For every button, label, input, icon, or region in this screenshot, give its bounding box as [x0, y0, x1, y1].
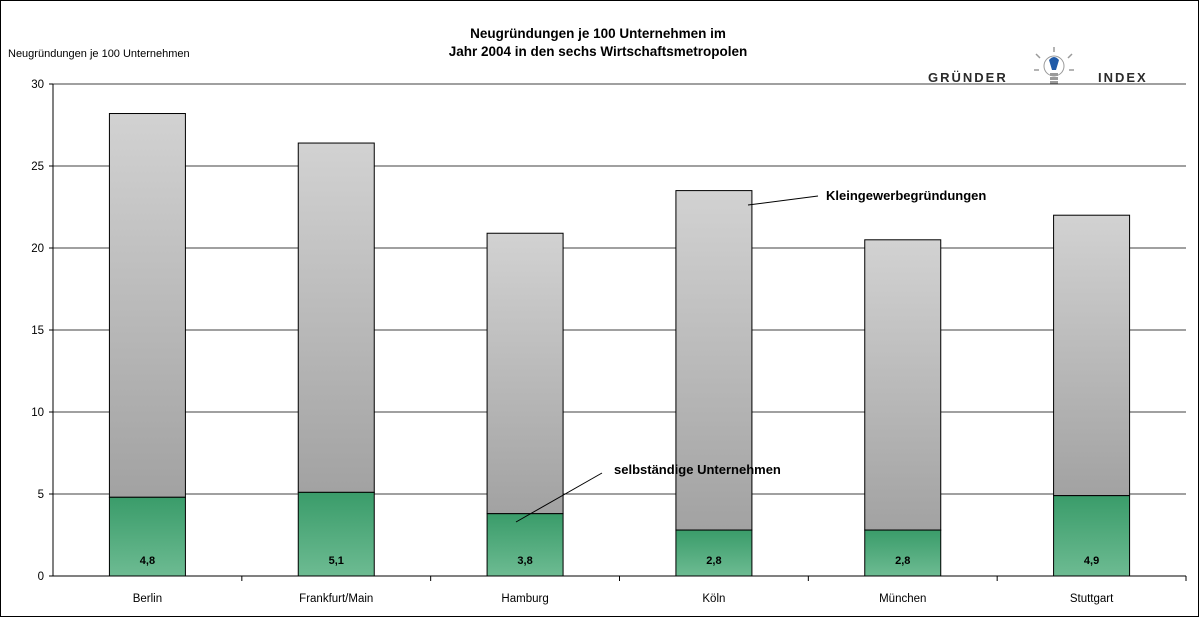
x-category-label: Köln — [702, 593, 725, 605]
bar-selbstaendige — [1053, 495, 1131, 577]
annotation-selbstaendige-leader — [515, 472, 603, 523]
x-category-label: München — [879, 593, 926, 605]
y-axis-ticks: 0 5 10 15 20 25 30 — [31, 79, 53, 583]
x-category-label: Hamburg — [501, 593, 548, 605]
bar-kleingewerbe — [1053, 214, 1131, 497]
bar-selbstaendige — [675, 529, 753, 577]
x-category-label: Berlin — [133, 593, 162, 605]
bar-kleingewerbe — [864, 239, 942, 531]
bar-data-label: 3,8 — [517, 555, 532, 567]
y-tick-label: 20 — [31, 243, 44, 255]
chart-title-line2: Jahr 2004 in den sechs Wirtschaftsmetrop… — [449, 44, 747, 59]
bar-data-label: 4,9 — [1084, 555, 1099, 567]
logo-right-text: INDEX — [1098, 70, 1148, 85]
chart-title-line1: Neugründungen je 100 Unternehmen im — [470, 26, 726, 41]
y-tick-label: 30 — [31, 79, 44, 91]
y-axis-label: Neugründungen je 100 Unternehmen — [8, 48, 190, 60]
y-tick-label: 0 — [38, 571, 44, 583]
x-axis-categories: Berlin Frankfurt/Main Hamburg Köln München St… — [133, 576, 1187, 605]
annotation-kleingewerbe-leader — [747, 195, 819, 206]
lightbulb-icon — [1034, 47, 1074, 84]
x-category-label: Stuttgart — [1070, 593, 1114, 605]
bar-selbstaendige — [864, 529, 942, 577]
bar-data-label: 2,8 — [895, 555, 910, 567]
y-tick-label: 15 — [31, 325, 44, 337]
bar-data-label: 2,8 — [706, 555, 721, 567]
gruender-index-logo: GRÜNDER INDEX — [928, 47, 1148, 85]
bar-kleingewerbe — [297, 142, 375, 493]
bar-kleingewerbe — [675, 190, 753, 531]
annotation-selbstaendige: selbständige Unternehmen — [614, 462, 781, 477]
bar-selbstaendige — [486, 513, 564, 577]
y-tick-label: 25 — [31, 161, 44, 173]
bar-kleingewerbe — [486, 232, 564, 515]
logo-left-text: GRÜNDER — [928, 70, 1008, 85]
bar-kleingewerbe — [108, 113, 186, 498]
bar-data-label: 4,8 — [140, 555, 155, 567]
bars: 4,8 5,1 3,8 2,8 2,8 4,9 — [108, 113, 1131, 577]
y-tick-label: 5 — [38, 489, 44, 501]
gridlines — [53, 83, 1186, 495]
x-category-label: Frankfurt/Main — [299, 593, 373, 605]
bar-data-label: 5,1 — [329, 555, 344, 567]
annotation-kleingewerbe: Kleingewerbegründungen — [826, 188, 986, 203]
y-tick-label: 10 — [31, 407, 44, 419]
